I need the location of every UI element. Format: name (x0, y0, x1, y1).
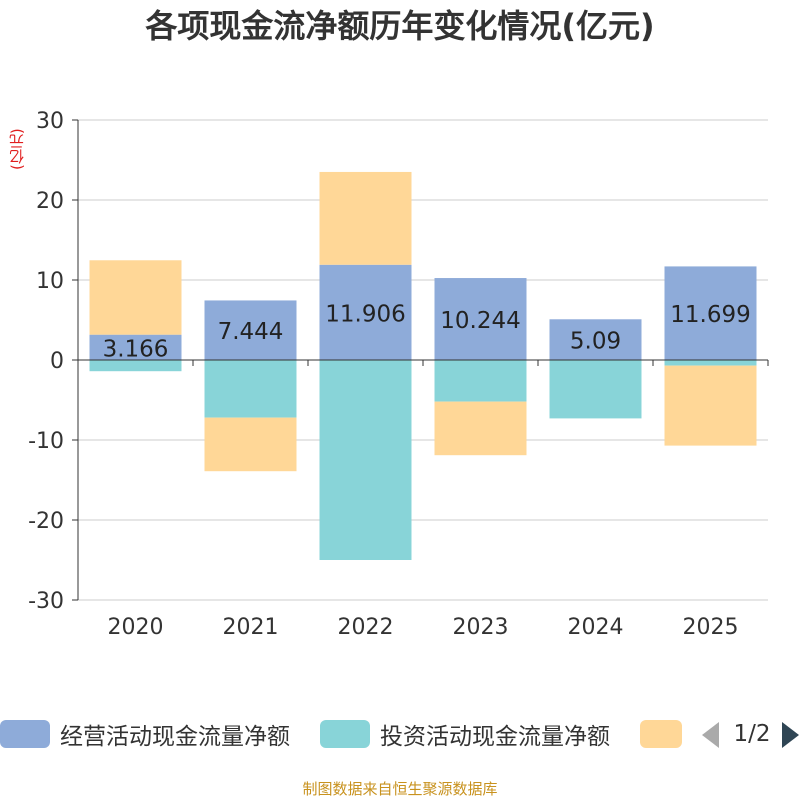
y-tick-label: 20 (36, 189, 64, 214)
bar-2021-series-1 (204, 360, 297, 418)
bar-2021-series-0 (204, 300, 297, 360)
legend-item-investing[interactable]: 投资活动现金流量净额 (320, 716, 610, 752)
label-layer: 3.166 7.444 11.906 10.244 5.09 11.699 (103, 301, 751, 362)
legend-swatch-operating (0, 720, 50, 748)
y-tick-label: -20 (28, 509, 64, 534)
y-tick-label: 0 (50, 349, 64, 374)
legend-next-page-icon[interactable] (782, 722, 799, 748)
legend-item-financing[interactable] (640, 716, 682, 752)
x-tick-label: 2023 (453, 615, 509, 640)
y-tick-label: -30 (28, 589, 64, 614)
data-label: 11.906 (325, 301, 405, 327)
bar-2022-series-1 (319, 360, 412, 560)
data-label: 10.244 (440, 308, 520, 334)
y-tick-label: 30 (36, 109, 64, 134)
bar-2024-series-1 (549, 360, 642, 419)
legend-label-investing: 投资活动现金流量净额 (380, 724, 610, 750)
bar-2024-series-0 (549, 319, 642, 360)
bar-layer (89, 171, 757, 560)
bar-2023-series-0 (434, 278, 527, 360)
axis-layer: 30 20 10 0 -10 -20 -30 2020 2021 2022 2023 2024 2025 (28, 109, 769, 640)
bar-2025-series-0 (664, 266, 757, 360)
legend-page-indicator: 1/2 (733, 721, 771, 747)
data-source-note: 制图数据来自恒生聚源数据库 (302, 780, 498, 798)
bar-2022-series-2 (319, 171, 412, 265)
bar-2023-series-2 (434, 401, 527, 456)
bar-2020-series-0 (89, 334, 182, 360)
bar-2025-series-1 (664, 360, 757, 366)
data-label: 7.444 (218, 319, 284, 345)
y-tick-label: -10 (28, 429, 64, 454)
bar-2023-series-1 (434, 360, 527, 402)
chart-title: 各项现金流净额历年变化情况(亿元) (145, 7, 655, 45)
legend-swatch-financing (640, 720, 682, 748)
bar-2021-series-2 (204, 417, 297, 472)
bar-2022-series-0 (319, 264, 412, 360)
x-tick-label: 2025 (683, 615, 739, 640)
legend: 经营活动现金流量净额 投资活动现金流量净额 (0, 716, 800, 752)
data-label: 11.699 (670, 302, 750, 328)
bar-2020-series-2 (89, 260, 182, 335)
legend-swatch-investing (320, 720, 370, 748)
data-label: 5.09 (570, 329, 621, 355)
legend-prev-page-icon[interactable] (702, 722, 719, 748)
x-tick-label: 2022 (338, 615, 394, 640)
y-tick-label: 10 (36, 269, 64, 294)
legend-label-operating: 经营活动现金流量净额 (60, 724, 290, 750)
x-tick-label: 2020 (108, 615, 164, 640)
bar-2025-series-2 (664, 365, 757, 446)
x-tick-label: 2021 (223, 615, 279, 640)
legend-item-operating[interactable]: 经营活动现金流量净额 (0, 716, 290, 752)
x-tick-label: 2024 (568, 615, 624, 640)
bar-2020-series-1 (89, 360, 182, 372)
data-label: 3.166 (103, 336, 169, 362)
